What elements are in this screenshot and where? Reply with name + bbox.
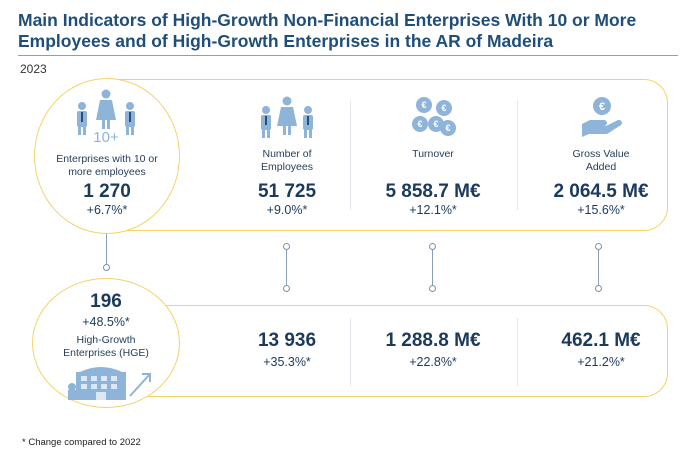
hge-employees-value: 13 936	[257, 330, 317, 351]
employees-label: Number of Employees	[261, 148, 313, 173]
turnover-value: 5 858.7 M€	[385, 181, 481, 202]
connector-line	[432, 250, 434, 286]
enterprises-change: +6.7%*	[86, 203, 128, 217]
hge-employees-change: +35.3%*	[263, 355, 311, 369]
gva-value: 2 064.5 M€	[553, 181, 649, 202]
turnover-change: +12.1%*	[409, 203, 457, 217]
svg-text:€: €	[441, 103, 446, 113]
connector-line	[106, 234, 108, 268]
hge-turnover-change: +22.8%*	[409, 355, 457, 369]
title-divider	[18, 55, 678, 56]
hge-change: +48.5%*	[82, 315, 130, 329]
divider	[350, 318, 351, 386]
people-group-icon: 10+	[77, 89, 135, 144]
turnover-label: Turnover	[412, 148, 454, 160]
svg-text:€: €	[417, 119, 422, 129]
connector-dot	[429, 285, 436, 292]
employees-change: +9.0%*	[266, 203, 308, 217]
connector-line	[598, 250, 600, 286]
svg-text:€: €	[421, 100, 426, 110]
hge-gva-change: +21.2%*	[577, 355, 625, 369]
divider	[517, 100, 518, 210]
connector-dot	[283, 243, 290, 250]
connector-dot	[595, 243, 602, 250]
icon-badge: 10+	[93, 129, 119, 144]
connector-line	[286, 250, 288, 286]
building-growth-icon	[68, 367, 151, 400]
enterprises-label: Enterprises with 10 or more employees	[56, 153, 158, 178]
employees-value: 51 725	[257, 181, 317, 202]
hge-gva-value: 462.1 M€	[561, 330, 641, 351]
hand-coin-icon: €	[582, 97, 622, 137]
coins-icon: € €€ € €	[412, 97, 456, 136]
svg-text:€: €	[599, 101, 605, 113]
connector-dot	[103, 264, 110, 271]
enterprises-value: 1 270	[83, 181, 131, 202]
connector-dot	[429, 243, 436, 250]
people-icon	[261, 96, 313, 138]
hge-label: High-Growth Enterprises (HGE)	[63, 334, 149, 359]
svg-text:€: €	[445, 123, 450, 133]
divider	[517, 318, 518, 386]
year-label: 2023	[20, 62, 47, 76]
divider	[350, 100, 351, 210]
gva-label: Gross Value Added	[572, 148, 630, 173]
footnote: * Change compared to 2022	[22, 437, 141, 448]
page-title: Main Indicators of High-Growth Non-Finan…	[18, 10, 637, 51]
svg-text:€: €	[433, 119, 438, 129]
connector-dot	[595, 285, 602, 292]
hge-value: 196	[90, 291, 122, 312]
hge-turnover-value: 1 288.8 M€	[385, 330, 481, 351]
connector-dot	[283, 285, 290, 292]
gva-change: +15.6%*	[577, 203, 625, 217]
